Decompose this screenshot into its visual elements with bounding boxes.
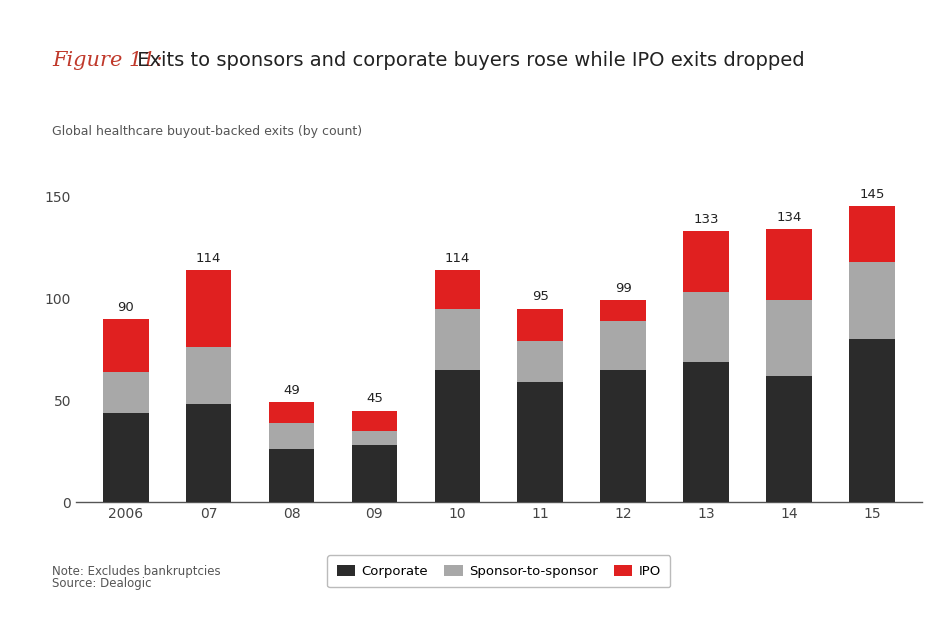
Text: 133: 133	[694, 213, 719, 226]
Bar	[600, 370, 646, 502]
Bar	[186, 270, 232, 347]
Bar	[352, 411, 397, 431]
Bar	[434, 308, 480, 370]
Bar	[103, 413, 148, 502]
Bar	[600, 300, 646, 321]
Text: 114: 114	[196, 252, 221, 264]
Bar	[849, 339, 895, 502]
Bar	[352, 431, 397, 445]
Bar	[269, 403, 314, 423]
Bar	[434, 370, 480, 502]
Bar	[103, 372, 148, 413]
Text: Note: Excludes bankruptcies: Note: Excludes bankruptcies	[52, 565, 220, 578]
Bar	[766, 376, 811, 502]
Bar	[683, 362, 729, 502]
Text: 45: 45	[366, 392, 383, 406]
Bar	[766, 229, 811, 300]
Text: Figure 11:: Figure 11:	[52, 51, 162, 70]
Text: 49: 49	[283, 384, 300, 398]
Text: 90: 90	[118, 301, 134, 313]
Bar	[600, 321, 646, 370]
Bar	[186, 404, 232, 502]
Bar	[186, 347, 232, 404]
Text: 134: 134	[776, 211, 802, 224]
Bar	[352, 445, 397, 502]
Bar	[683, 231, 729, 292]
Bar	[269, 450, 314, 502]
Legend: Corporate, Sponsor-to-sponsor, IPO: Corporate, Sponsor-to-sponsor, IPO	[327, 555, 671, 587]
Text: 145: 145	[859, 188, 884, 202]
Bar	[683, 292, 729, 362]
Bar	[849, 261, 895, 339]
Text: 99: 99	[615, 282, 632, 295]
Bar	[849, 207, 895, 261]
Text: 95: 95	[532, 290, 549, 303]
Bar	[518, 308, 563, 341]
Bar	[518, 382, 563, 502]
Text: 114: 114	[445, 252, 470, 264]
Bar	[103, 319, 148, 372]
Bar	[269, 423, 314, 450]
Text: Exits to sponsors and corporate buyers rose while IPO exits dropped: Exits to sponsors and corporate buyers r…	[131, 51, 805, 70]
Bar	[434, 270, 480, 308]
Text: Global healthcare buyout-backed exits (by count): Global healthcare buyout-backed exits (b…	[52, 125, 362, 138]
Bar	[518, 341, 563, 382]
Bar	[766, 300, 811, 376]
Text: Source: Dealogic: Source: Dealogic	[52, 577, 152, 590]
